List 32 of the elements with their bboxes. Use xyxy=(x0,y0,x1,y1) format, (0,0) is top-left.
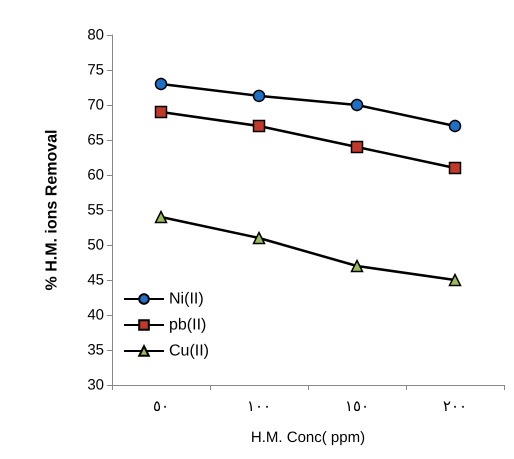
y-tick-label: 45 xyxy=(87,272,104,288)
point xyxy=(448,274,462,286)
y-tick-label: 60 xyxy=(87,166,104,184)
point xyxy=(154,78,168,90)
legend-label: Cu(II) xyxy=(169,342,209,360)
point xyxy=(252,232,266,244)
x-axis-title: H.M. Conc( ppm) xyxy=(250,429,366,446)
y-axis-title: % H.M. ions Removal xyxy=(44,130,60,290)
point xyxy=(350,260,364,272)
point xyxy=(252,90,266,102)
y-tick-label: 55 xyxy=(87,202,104,218)
y-tick-label: 65 xyxy=(87,132,104,148)
point xyxy=(350,140,364,154)
x-tick-label: ١٠٠ xyxy=(246,398,272,415)
x-tick-label: ٢٠٠ xyxy=(442,398,468,415)
point xyxy=(448,120,462,132)
y-tick-label: 50 xyxy=(87,236,104,254)
legend-label: pb(II) xyxy=(169,316,206,334)
y-tick-label: 30 xyxy=(87,376,104,394)
y-tick-label: 75 xyxy=(87,62,104,78)
point xyxy=(154,106,168,118)
y-tick-label: 35 xyxy=(87,342,104,358)
point xyxy=(154,210,168,224)
y-tick-label: 70 xyxy=(87,96,104,114)
point xyxy=(252,120,266,132)
legend-label: Ni(II) xyxy=(169,290,204,308)
y-tick-label: 80 xyxy=(87,26,104,44)
point xyxy=(350,98,364,112)
point xyxy=(448,162,462,174)
y-tick-label: 40 xyxy=(87,306,104,324)
x-tick-label: ٥٠ xyxy=(152,398,170,415)
x-tick-label: ١٥٠ xyxy=(344,398,370,415)
